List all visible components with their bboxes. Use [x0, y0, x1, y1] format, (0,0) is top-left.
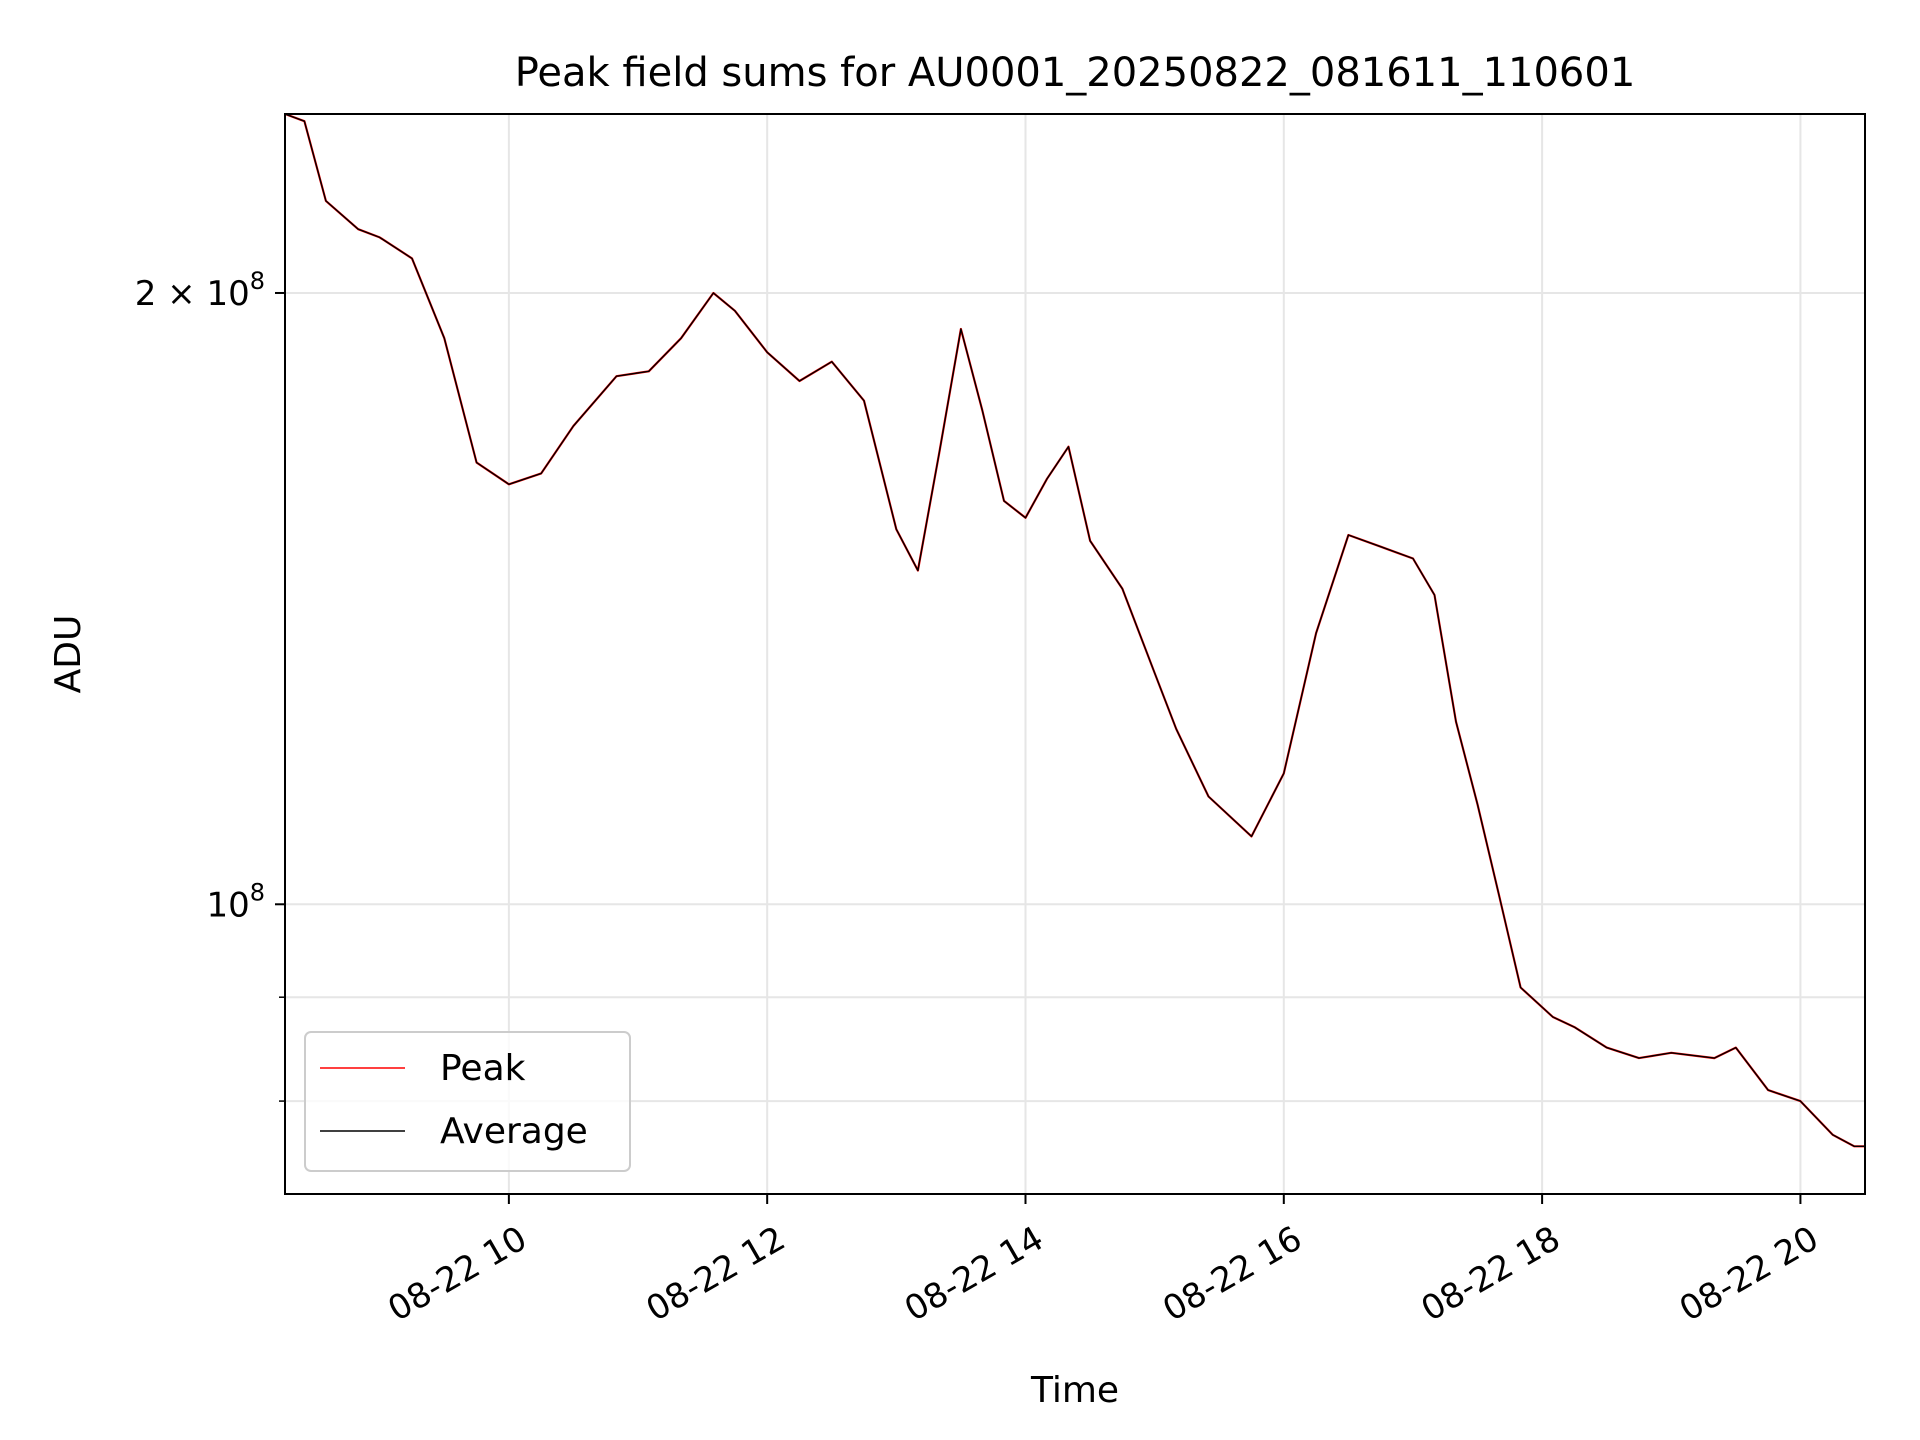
legend-box [304, 1031, 631, 1172]
y-tick-label: 2 × 108 [135, 267, 265, 314]
chart-title: Peak field sums for AU0001_20250822_0816… [515, 50, 1636, 96]
series-line-average [285, 114, 1865, 1147]
y-tick-label: 108 [206, 878, 265, 925]
series-layer [285, 114, 1865, 1148]
plot-frame [284, 113, 1866, 1195]
y-axis-label: ADU [48, 615, 89, 694]
x-axis-label: Time [1030, 1370, 1119, 1411]
legend-label-average: Average [440, 1111, 588, 1152]
legend-label-peak: Peak [440, 1048, 526, 1089]
legend: Peak Average [304, 1031, 631, 1172]
